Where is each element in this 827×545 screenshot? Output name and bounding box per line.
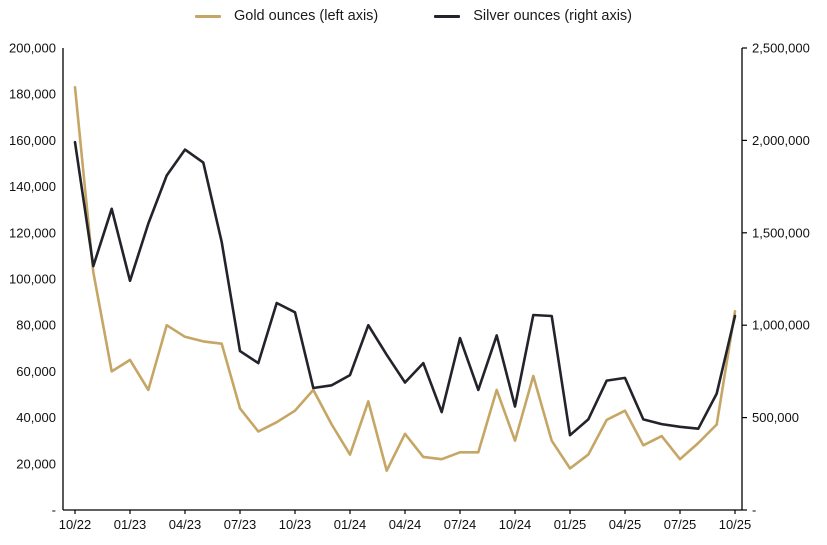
x-axis-tick-label: 10/24: [499, 517, 532, 532]
left-axis-tick-label: 200,000: [9, 41, 56, 56]
x-axis-tick-label: 04/24: [389, 517, 422, 532]
legend-label-gold: Gold ounces (left axis): [233, 8, 379, 24]
x-axis-tick-label: 10/22: [59, 517, 92, 532]
left-axis-tick-label: 140,000: [9, 179, 56, 194]
x-axis-tick-label: 07/25: [664, 517, 697, 532]
left-axis-tick-label: 180,000: [9, 87, 56, 102]
left-axis-tick-label: 40,000: [16, 410, 56, 425]
left-axis-tick-label: 80,000: [16, 318, 56, 333]
x-axis-tick-label: 04/23: [169, 517, 202, 532]
left-axis-tick-label: 120,000: [9, 225, 56, 240]
x-axis-tick-label: 07/23: [224, 517, 257, 532]
x-axis-tick-label: 10/25: [719, 517, 752, 532]
right-axis-tick-label: 2,500,000: [752, 41, 810, 56]
x-axis-tick-label: 04/25: [609, 517, 642, 532]
gold-series-line: [73, 86, 737, 473]
legend-label-silver: Silver ounces (right axis): [473, 8, 632, 24]
left-axis-tick-label: 160,000: [9, 133, 56, 148]
right-axis-tick-label: 2,000,000: [752, 133, 810, 148]
right-axis-tick-label: 1,000,000: [752, 318, 810, 333]
left-axis-tick-label: 60,000: [16, 364, 56, 379]
left-axis-tick-label: 20,000: [16, 456, 56, 471]
x-axis-tick-label: 07/24: [444, 517, 477, 532]
x-axis-tick-label: 01/23: [114, 517, 147, 532]
legend: Gold ounces (left axis) Silver ounces (r…: [0, 8, 827, 24]
gold-line-swatch: [194, 14, 221, 18]
right-axis-tick-label: 500,000: [752, 410, 799, 425]
left-axis-tick-label: -: [52, 503, 56, 518]
x-axis-tick-label: 10/23: [279, 517, 312, 532]
left-axis-tick-label: 100,000: [9, 272, 56, 287]
x-axis-tick-label: 01/25: [554, 517, 587, 532]
silver-series-line: [73, 140, 737, 437]
right-axis-tick-label: -: [752, 503, 756, 518]
legend-item-silver: Silver ounces (right axis): [434, 8, 632, 24]
legend-item-gold: Gold ounces (left axis): [194, 8, 379, 24]
right-axis-tick-label: 1,500,000: [752, 225, 810, 240]
silver-line-swatch: [434, 14, 461, 18]
x-axis-tick-label: 01/24: [334, 517, 367, 532]
